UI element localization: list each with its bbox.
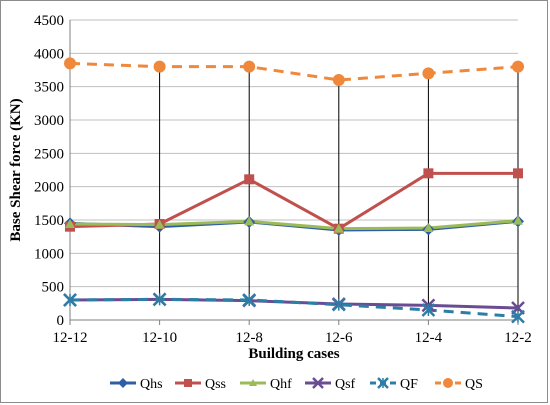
series-markers xyxy=(63,57,525,324)
star-marker xyxy=(152,292,167,307)
x-axis-title: Building cases xyxy=(248,346,339,362)
square-marker xyxy=(513,168,523,179)
square-marker xyxy=(423,168,434,179)
circle-marker xyxy=(512,60,524,73)
star-marker xyxy=(421,303,436,317)
x-tick-label: 12-8 xyxy=(235,330,263,346)
series-line xyxy=(69,61,519,82)
triangle-marker xyxy=(423,223,434,232)
x-tick-label: 12-6 xyxy=(325,330,353,346)
y-tick-label: 1000 xyxy=(34,246,64,262)
legend-item: Qhs xyxy=(110,377,163,392)
triangle-marker xyxy=(244,216,255,226)
y-tick-label: 2500 xyxy=(34,146,64,162)
x-tick-label: 12-10 xyxy=(142,330,177,346)
circle-marker xyxy=(243,60,256,73)
square-marker xyxy=(244,174,255,185)
x-tick-label: 12-2 xyxy=(504,330,532,346)
legend-label: Qsf xyxy=(335,377,356,392)
axes xyxy=(69,20,519,325)
legend-label: Qss xyxy=(205,377,226,392)
diamond-marker xyxy=(118,378,128,388)
circle-marker xyxy=(64,57,76,70)
triangle-marker xyxy=(65,219,75,228)
legend-item: QF xyxy=(370,377,418,392)
grid-lines xyxy=(70,19,518,288)
circle-marker xyxy=(422,67,435,80)
legend-label: Qhf xyxy=(270,377,292,392)
y-tick-label: 500 xyxy=(42,280,65,296)
x-tick-label: 12-4 xyxy=(415,330,443,346)
star-marker xyxy=(511,309,525,324)
legend-item: QS xyxy=(435,377,483,392)
star-marker xyxy=(331,297,346,312)
circle-marker xyxy=(153,60,166,73)
star-marker xyxy=(63,293,77,307)
y-tick-label: 4500 xyxy=(34,13,64,29)
legend-label: Qhs xyxy=(140,377,163,392)
legend: Qhs Qss Qhf Qsf QF QS xyxy=(110,377,483,392)
y-tick-label: 3500 xyxy=(34,80,64,96)
legend-item: Qss xyxy=(175,377,226,392)
x-tick-label: 12-12 xyxy=(53,330,88,346)
triangle-marker xyxy=(333,223,344,233)
series-line xyxy=(69,297,519,319)
x-marker-stroke xyxy=(312,377,324,389)
tick-labels: 0 500 1000 1500 2000 2500 3000 3500 4000 4500 12-1… xyxy=(34,13,532,346)
legend-item: Qsf xyxy=(305,377,356,392)
legend-label: QF xyxy=(400,377,418,392)
legend-item: Qhf xyxy=(240,377,292,392)
circle-marker xyxy=(443,378,453,388)
y-tick-label: 0 xyxy=(57,313,65,329)
y-tick-label: 2000 xyxy=(34,180,64,196)
x-marker xyxy=(312,377,324,389)
y-tick-label: 3000 xyxy=(34,113,64,129)
y-tick-label: 4000 xyxy=(34,46,64,62)
legend-label: QS xyxy=(465,377,483,392)
triangle-marker xyxy=(513,215,523,225)
drop-lines xyxy=(69,63,519,317)
triangle-marker xyxy=(249,379,257,386)
star-marker xyxy=(377,377,389,389)
square-marker xyxy=(184,379,192,387)
series-lines xyxy=(69,61,519,319)
y-tick-label: 1500 xyxy=(34,213,64,229)
triangle-marker xyxy=(154,219,165,229)
circle-marker xyxy=(332,74,345,86)
series-line xyxy=(69,219,519,231)
y-axis-title: Base Shear force (KN) xyxy=(8,98,24,241)
star-marker xyxy=(242,293,257,307)
